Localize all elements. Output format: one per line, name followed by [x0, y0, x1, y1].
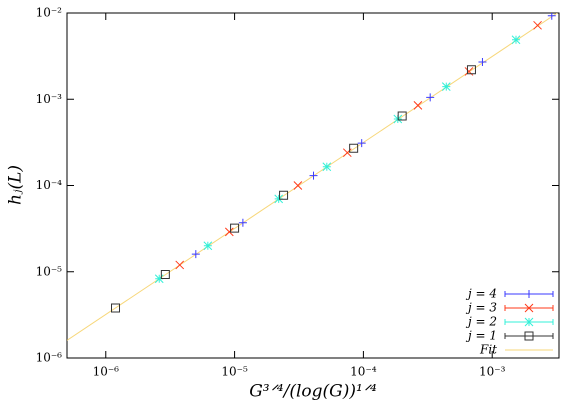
- marker: [274, 194, 284, 204]
- x-tick-label: 10⁻³: [479, 365, 506, 379]
- x-tick-label: 10⁻⁶: [93, 365, 120, 379]
- marker: [349, 143, 359, 153]
- y-tick-label: 10⁻⁴: [36, 178, 63, 192]
- x-tick-label: 10⁻⁴: [350, 365, 377, 379]
- legend-marker: [525, 290, 533, 298]
- marker: [279, 190, 289, 200]
- marker: [397, 111, 407, 121]
- marker: [413, 100, 423, 110]
- marker: [238, 218, 247, 227]
- legend-label: j = 3: [465, 301, 497, 315]
- y-tick-label: 10⁻³: [36, 92, 63, 106]
- marker: [154, 274, 164, 284]
- legend-marker: [524, 303, 534, 313]
- marker: [533, 20, 542, 30]
- legend-label: Fit: [479, 343, 497, 357]
- marker: [426, 93, 435, 102]
- marker: [322, 162, 332, 172]
- marker: [203, 241, 213, 251]
- marker: [478, 58, 487, 67]
- legend-label: j = 2: [465, 315, 497, 329]
- marker: [309, 171, 318, 180]
- marker: [111, 303, 121, 313]
- marker: [466, 65, 476, 75]
- x-tick-label: 10⁻⁵: [221, 365, 248, 379]
- legend-label: j = 1: [465, 329, 497, 343]
- marker: [441, 82, 451, 92]
- marker: [191, 250, 200, 259]
- y-tick-label: 10⁻⁶: [36, 351, 63, 365]
- y-tick-label: 10⁻⁵: [36, 264, 63, 278]
- legend-marker: [524, 317, 534, 327]
- marker: [464, 67, 474, 76]
- y-tick-label: 10⁻²: [36, 6, 63, 20]
- plot-area: [67, 13, 558, 341]
- marker: [175, 260, 185, 270]
- marker: [230, 223, 240, 233]
- marker: [224, 227, 234, 237]
- y-axis-label: hⱼ(L): [6, 165, 26, 205]
- legend-marker: [524, 331, 534, 341]
- x-axis-label: G³ᐟ⁴/(log(G))¹ᐟ⁴: [249, 382, 377, 402]
- marker: [160, 269, 170, 279]
- marker: [547, 13, 556, 20]
- marker: [511, 35, 521, 45]
- marker: [357, 139, 366, 148]
- marker: [293, 181, 303, 190]
- legend-label: j = 4: [465, 287, 497, 301]
